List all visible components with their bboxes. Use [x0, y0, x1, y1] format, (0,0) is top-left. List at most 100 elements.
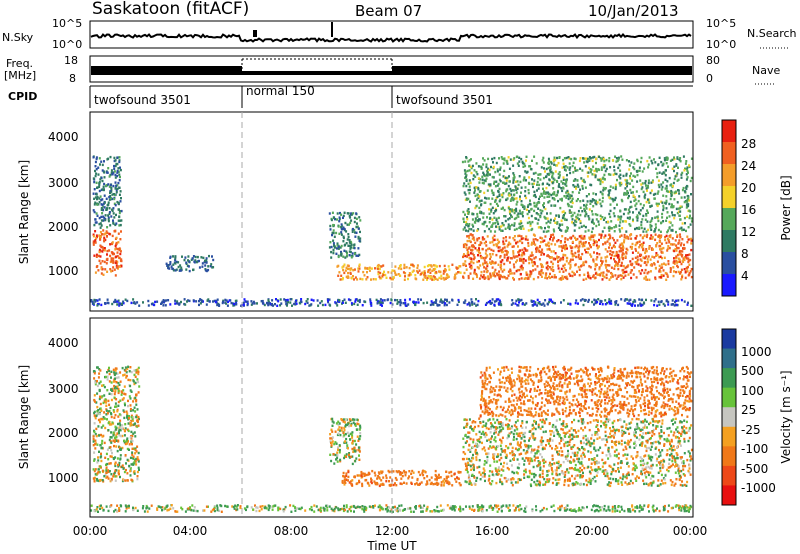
power-plot-cell [565, 181, 568, 184]
power-plot-cell [536, 239, 539, 242]
power-plot-cell [505, 179, 508, 182]
power-plot-cell [434, 277, 437, 281]
power-plot-cell [96, 186, 98, 189]
velocity-plot-cell [137, 451, 140, 455]
power-plot-cell [357, 227, 360, 230]
power-plot-cell [553, 198, 556, 201]
power-plot-cell [639, 243, 642, 247]
power-plot-cell [588, 265, 591, 268]
power-plot-cell [98, 259, 101, 262]
power-plot-cell [490, 189, 493, 192]
velocity-plot-cell [349, 419, 352, 423]
power-plot-cell [519, 198, 521, 201]
cpid-panel: CPID twofsound 3501 normal 150 twofsound… [8, 84, 693, 108]
power-plot-cell [553, 230, 556, 233]
power-plot-cell [534, 301, 537, 304]
power-plot-cell [548, 159, 551, 163]
power-plot-cell [684, 162, 687, 165]
power-plot-cell [482, 173, 485, 176]
power-plot-cell [118, 193, 121, 196]
power-plot-cell [640, 253, 643, 257]
velocity-plot-cell [138, 468, 140, 471]
power-plot-cell [494, 261, 497, 264]
velocity-plot-cell [123, 392, 126, 395]
power-plot-cell [496, 170, 499, 173]
power-plot-cell [485, 301, 488, 305]
power-plot-cell [511, 208, 513, 211]
power-plot-cell [547, 255, 550, 258]
power-plot-cell [609, 185, 612, 188]
power-plot-cell [575, 244, 578, 248]
power-plot-cell [615, 157, 618, 160]
velocity-plot-cell [133, 382, 136, 386]
velocity-plot-cell [108, 403, 111, 406]
power-plot-cell [556, 180, 559, 183]
power-plot-cell [685, 186, 688, 189]
velocity-plot-cell [126, 479, 129, 482]
power-plot-cell [597, 246, 600, 249]
power-plot-cell [626, 302, 629, 305]
power-plot-cell [99, 237, 102, 241]
velocity-plot-cell [677, 467, 680, 470]
power-plot-cell [530, 214, 533, 218]
velocity-plot-cell [395, 484, 398, 487]
power-plot-cell [642, 301, 645, 304]
velocity-plot-cell [102, 401, 105, 405]
power-plot-cell [194, 259, 197, 262]
velocity-plot-cell [419, 473, 422, 477]
power-plot-cell [535, 248, 538, 251]
power-plot-cell [341, 227, 344, 230]
power-plot-cell [675, 299, 678, 302]
power-plot-cell [478, 260, 480, 263]
power-plot-cell [620, 242, 623, 245]
power-plot-cell [524, 164, 527, 168]
velocity-plot-cell [121, 391, 124, 394]
power-plot-cell [212, 266, 215, 269]
power-plot-cell [110, 169, 113, 172]
power-plot-cell [564, 254, 567, 257]
power-plot-cell [676, 246, 678, 250]
velocity-plot-cell [106, 448, 109, 451]
power-plot-cell [569, 267, 572, 270]
power-plot-cell [554, 217, 556, 220]
power-plot-cell [644, 261, 647, 264]
velocity-plot-cell [361, 484, 364, 488]
velocity-plot-cell [110, 376, 112, 379]
power-plot-cell [686, 176, 689, 179]
sky-panel: N.Sky 10^5 10^0 10^5 10^0 N.Search [2, 17, 797, 51]
velocity-plot-cell [97, 418, 100, 422]
velocity-plot-cell [124, 366, 127, 369]
power-plot-cell [102, 248, 105, 251]
power-plot-cell [351, 254, 354, 258]
velocity-plot-cell [607, 457, 610, 460]
power-plot-cell [174, 258, 177, 262]
power-plot-cell [687, 226, 690, 229]
power-plot-cell [690, 217, 693, 220]
power-plot-cell [464, 193, 467, 196]
power-plot-cell [486, 263, 489, 266]
power-plot-cell [521, 266, 524, 270]
power-plot-cell [347, 298, 350, 301]
power-plot-cell [493, 238, 496, 241]
velocity-plot-cell [114, 385, 117, 389]
velocity-plot-cell [96, 411, 99, 414]
power-plot-cell [651, 179, 654, 182]
power-plot-cell [426, 264, 429, 268]
velocity-plot-cell [564, 479, 566, 482]
power-plot-cell [512, 189, 515, 192]
power-plot-cell [108, 185, 111, 188]
velocity-plot-cell [440, 481, 443, 484]
power-plot-cell [571, 221, 574, 224]
power-plot-cell [638, 211, 640, 214]
velocity-plot-cell [114, 456, 117, 459]
power-plot-cell [670, 183, 673, 186]
power-plot-cell [423, 271, 426, 275]
power-plot-cell [583, 244, 586, 248]
power-plot-cell [574, 178, 577, 181]
power-plot-cell [645, 250, 648, 253]
power-plot-cell [468, 256, 471, 260]
power-plot-cell [349, 244, 351, 248]
power-plot-cell [482, 274, 485, 277]
power-plot-cell [680, 226, 683, 229]
power-plot-cell [417, 271, 419, 274]
